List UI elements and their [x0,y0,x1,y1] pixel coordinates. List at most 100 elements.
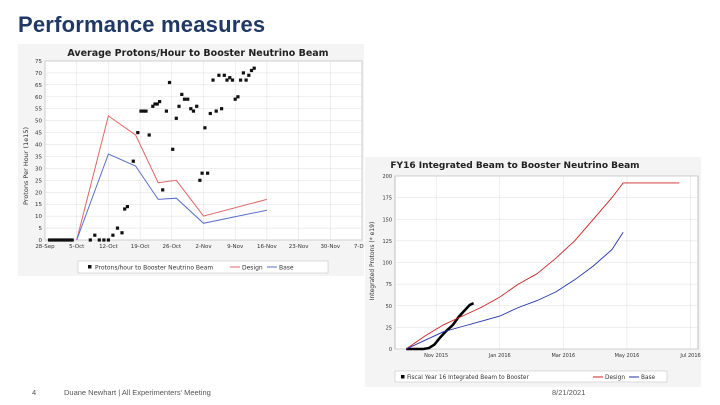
chart1-series-line-base [76,153,268,241]
chart1-x-tick-label: 19-Oct [131,244,150,250]
chart1-legend-points: Protons/hour to Booster Neutrino Beam [95,265,213,272]
chart1-x-tick-label: 7-Dec [354,244,364,250]
fy16-integrated-beam-svg: FY16 Integrated Beam to Booster Neutrino… [369,161,701,383]
chart1-data-point [167,80,172,85]
chart1-data-point [111,233,115,237]
chart1-data-point [222,73,226,77]
protons-per-hour-chart: Average Protons/Hour to Booster Neutrino… [18,44,370,276]
chart1-x-tick-label: 2-Nov [195,244,212,250]
chart1-data-point [136,131,140,135]
chart1-data-point [88,238,92,242]
chart2-series-line-actual [406,302,475,351]
chart1-data-point [54,238,58,242]
chart1-data-point [52,238,56,242]
chart1-data-point [200,171,204,175]
chart1-x-tick-label: 30-Nov [320,244,340,250]
chart1-data-point [206,171,210,175]
chart2-y-tick-label: 75 [386,282,392,288]
chart1-data-point [164,109,168,113]
chart1-data-point [177,104,181,108]
chart1-x-tick-label: 28-Sep [35,244,55,250]
chart1-data-point [161,188,165,192]
chart1-data-point [249,68,254,73]
chart1-y-tick-label: 30 [35,166,42,172]
chart1-y-tick-label: 40 [35,143,42,149]
chart1-data-point [63,238,67,242]
chart1-data-point [217,73,221,77]
chart1-x-tick-label: 12-Oct [99,244,118,250]
chart1-data-point [252,66,256,70]
chart1-data-point [59,238,63,242]
chart1-y-tick-label: 45 [35,131,42,137]
chart1-data-point [68,238,72,242]
chart1-y-tick-label: 0 [39,238,43,244]
chart1-data-point [50,238,54,242]
footer-author: Duane Newhart | All Experimenters' Meeti… [64,388,211,397]
chart1-data-point [239,78,243,82]
chart1-data-point [211,78,215,82]
chart1-data-point [230,78,235,82]
chart2-legend-design: Design [605,375,625,381]
slide-title: Performance measures [18,12,266,37]
chart2-y-tick-label: 150 [382,217,392,223]
chart1-data-point [171,147,175,151]
chart1-y-tick-label: 55 [35,107,42,113]
chart2-title: FY16 Integrated Beam to Booster Neutrino… [390,161,639,171]
chart1-series-line-design [76,115,268,241]
chart1-y-tick-label: 15 [35,202,42,208]
chart1-x-tick-label: 23-Nov [289,244,309,250]
page-number: 4 [32,388,37,397]
chart2-y-tick-label: 200 [382,174,392,180]
chart1-data-point [228,76,232,80]
chart1-data-point [139,109,143,113]
chart1-data-point [102,238,106,242]
chart1-data-point [115,226,120,230]
chart2-legend-actual: Fiscal Year 16 Integrated Beam to Booste… [407,375,529,381]
chart1-legend-base: Base [279,265,294,272]
chart1-x-tick-label: 26-Oct [162,244,181,250]
chart1-y-tick-label: 20 [35,190,42,196]
chart1-data-point [186,97,190,101]
chart2-y-tick-label: 50 [386,304,392,310]
chart1-data-point [182,97,187,101]
chart2-series-line-design [405,182,680,350]
chart1-data-point [147,133,151,137]
chart1-y-axis-label: Protons Per Hour (1e15) [22,127,30,205]
chart2-x-tick-label: May 2016 [615,353,640,359]
chart1-legend-design: Design [242,265,263,272]
chart2-legend-actual-marker [401,375,405,379]
chart2-x-tick-label: Jul 2016 [679,353,700,359]
chart1-data-point [70,238,74,242]
chart1-title: Average Protons/Hour to Booster Neutrino… [67,48,328,59]
chart1-data-point [155,102,159,106]
chart1-data-point [120,231,124,235]
chart1-data-point [144,109,148,113]
chart1-data-point [191,109,196,113]
chart1-data-point [203,126,207,130]
chart1-data-point [180,92,184,96]
chart1-data-point [47,238,52,242]
chart1-data-point [195,104,199,108]
chart2-x-tick-label: Mar 2016 [551,353,575,359]
chart1-y-tick-label: 75 [35,59,42,65]
chart1-data-point [66,238,70,242]
chart1-data-point [241,71,245,75]
chart2-y-tick-label: 125 [382,239,392,245]
chart1-data-point [153,102,157,106]
chart2-y-tick-label: 175 [382,196,392,202]
chart1-data-point [233,97,237,101]
chart1-data-point [57,238,61,242]
chart1-data-point [61,238,65,242]
chart1-data-point [225,78,229,82]
chart1-data-point [106,238,110,242]
chart1-data-point [198,178,202,182]
chart1-x-tick-label: 5-Oct [69,244,85,250]
chart1-data-point [244,78,248,82]
chart1-data-point [125,205,129,209]
chart1-x-tick-label: 16-Nov [257,244,277,250]
fy16-integrated-beam-chart: FY16 Integrated Beam to Booster Neutrino… [365,157,701,387]
chart1-data-point [236,95,240,99]
chart1-data-point [142,109,146,113]
chart1-y-tick-label: 5 [39,226,43,232]
footer-date: 8/21/2021 [552,388,586,397]
